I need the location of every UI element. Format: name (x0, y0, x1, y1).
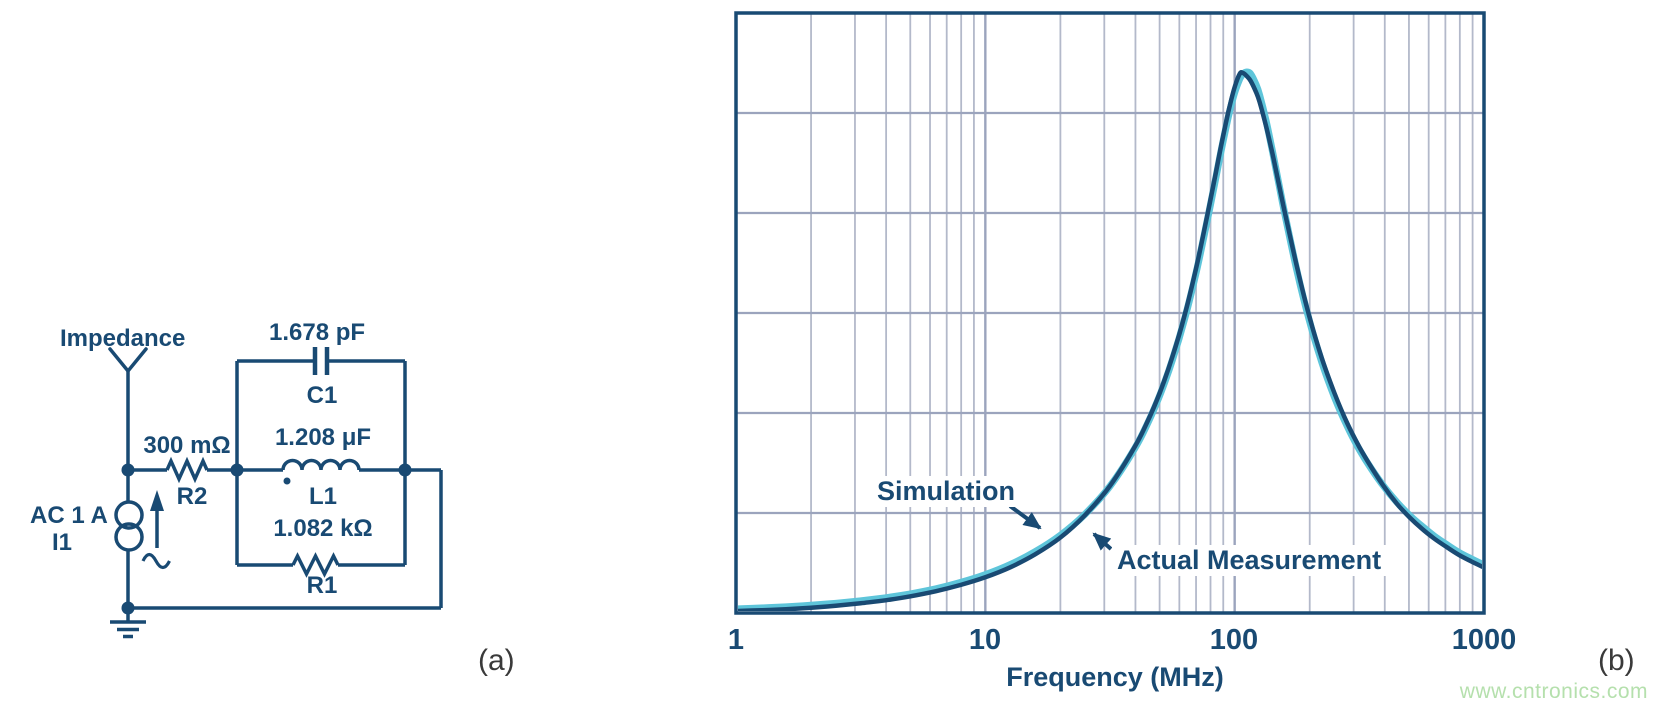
node-dot (121, 601, 135, 615)
x-tick-10: 10 (968, 624, 1002, 656)
panel-a-label: (a) (478, 644, 515, 677)
curve-actual-measurement (738, 69, 1482, 611)
r1-resistor-symbol (291, 552, 340, 578)
r2-resistor-symbol (165, 456, 209, 484)
plot-frame (734, 11, 1486, 615)
current-direction-arrowhead-icon (150, 490, 164, 511)
actual-measurement-annotation-arrow (1092, 532, 1113, 551)
source-ref-label: I1 (52, 529, 73, 556)
r1-ref-label: R1 (306, 572, 338, 599)
simulation-annotation-arrow (1008, 504, 1042, 530)
current-source-symbol (114, 500, 144, 530)
impedance-label: Impedance (60, 325, 186, 352)
sine-icon (141, 552, 171, 570)
x-tick-100: 100 (1209, 624, 1259, 656)
r2-value-label: 300 mΩ (143, 432, 231, 459)
simulation-label: Simulation (872, 476, 1021, 507)
watermark: www.cntronics.com (1459, 680, 1648, 703)
node-dot (398, 463, 412, 477)
source-value-label: AC 1 A (30, 502, 108, 529)
node-dot (230, 463, 244, 477)
x-tick-1: 1 (727, 624, 745, 656)
circuit-diagram (108, 347, 443, 639)
inductor-phase-dot (283, 477, 291, 485)
panel-b-label: (b) (1598, 644, 1635, 677)
l1-value-label: 1.208 μF (274, 424, 372, 451)
r2-ref-label: R2 (176, 483, 208, 510)
x-tick-1000: 1000 (1451, 624, 1517, 656)
l1-inductor-symbol (281, 458, 361, 471)
grid-layer (736, 13, 1484, 613)
curve-simulation (738, 68, 1482, 611)
c1-ref-label: C1 (306, 382, 338, 409)
c1-value-label: 1.678 pF (268, 319, 366, 346)
node-dot (121, 463, 135, 477)
x-axis-label: Frequency (MHz) (1006, 662, 1224, 692)
r1-value-label: 1.082 kΩ (273, 515, 373, 542)
curves-layer (738, 68, 1482, 611)
l1-ref-label: L1 (308, 483, 338, 510)
probe-icon (108, 347, 148, 374)
actual-measurement-label: Actual Measurement (1112, 545, 1387, 576)
